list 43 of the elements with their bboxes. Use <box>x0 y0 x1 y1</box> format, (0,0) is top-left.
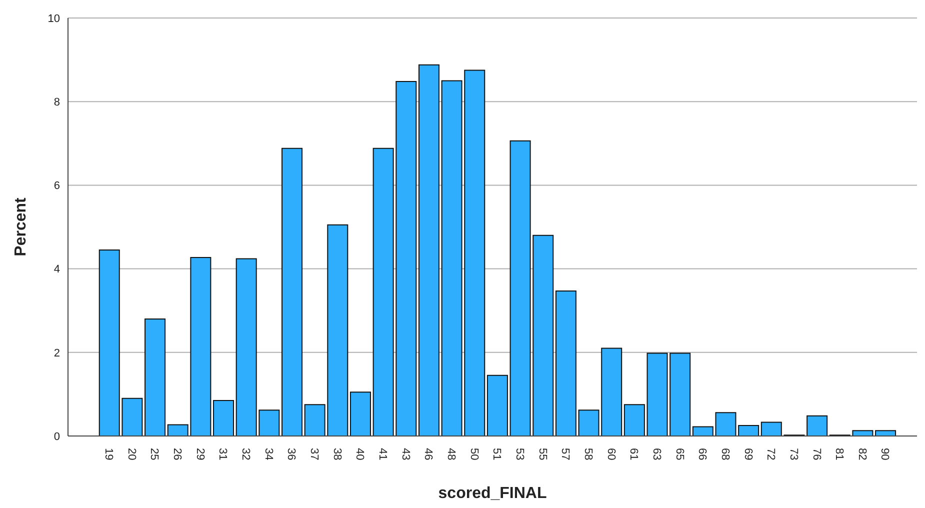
x-tick-label: 53 <box>513 448 526 460</box>
y-tick-label: 8 <box>54 96 60 109</box>
x-axis-title: scored_FINAL <box>438 485 547 502</box>
x-tick-label: 90 <box>878 448 891 460</box>
x-tick-label: 55 <box>536 448 548 460</box>
x-tick-label: 37 <box>308 448 320 460</box>
x-tick-label: 72 <box>764 448 777 460</box>
x-tick-label: 48 <box>444 448 457 460</box>
y-axis-title: Percent <box>12 196 30 256</box>
x-tick-label: 58 <box>582 448 594 460</box>
x-tick-label: 40 <box>354 448 366 460</box>
x-tick-label: 32 <box>240 448 252 460</box>
x-tick-label: 68 <box>718 448 731 460</box>
x-tick-label: 46 <box>422 448 434 460</box>
y-tick-label: 0 <box>54 430 60 443</box>
x-tick-label: 82 <box>856 448 868 460</box>
x-tick-label: 76 <box>810 448 822 460</box>
x-tick-label: 51 <box>490 448 503 460</box>
x-tick-label: 60 <box>604 448 617 460</box>
x-tick-label: 38 <box>330 448 343 460</box>
x-tick-label: 61 <box>628 448 640 460</box>
y-tick-label: 10 <box>48 12 60 25</box>
x-tick-label: 34 <box>262 448 274 460</box>
x-tick-label: 41 <box>376 448 389 460</box>
y-tick-label: 2 <box>54 347 60 360</box>
x-tick-label: 69 <box>742 448 754 460</box>
x-tick-label: 20 <box>125 448 138 460</box>
x-tick-label: 66 <box>696 448 708 460</box>
x-tick-label: 50 <box>468 448 480 460</box>
x-tick-label: 29 <box>194 448 206 460</box>
x-tick-label: 57 <box>559 448 572 460</box>
y-tick-label: 4 <box>54 264 60 276</box>
x-tick-label: 63 <box>650 448 662 460</box>
x-tick-label: 36 <box>285 448 298 460</box>
x-tick-label: 43 <box>399 448 412 460</box>
x-tick-label: 31 <box>216 448 229 460</box>
x-tick-label: 19 <box>102 448 115 460</box>
x-tick-label: 81 <box>833 448 846 460</box>
y-tick-label: 6 <box>54 180 60 192</box>
x-tick-label: 26 <box>171 448 184 460</box>
x-tick-label: 65 <box>673 448 686 460</box>
x-tick-label: 25 <box>148 448 160 460</box>
x-tick-label: 73 <box>787 448 800 460</box>
